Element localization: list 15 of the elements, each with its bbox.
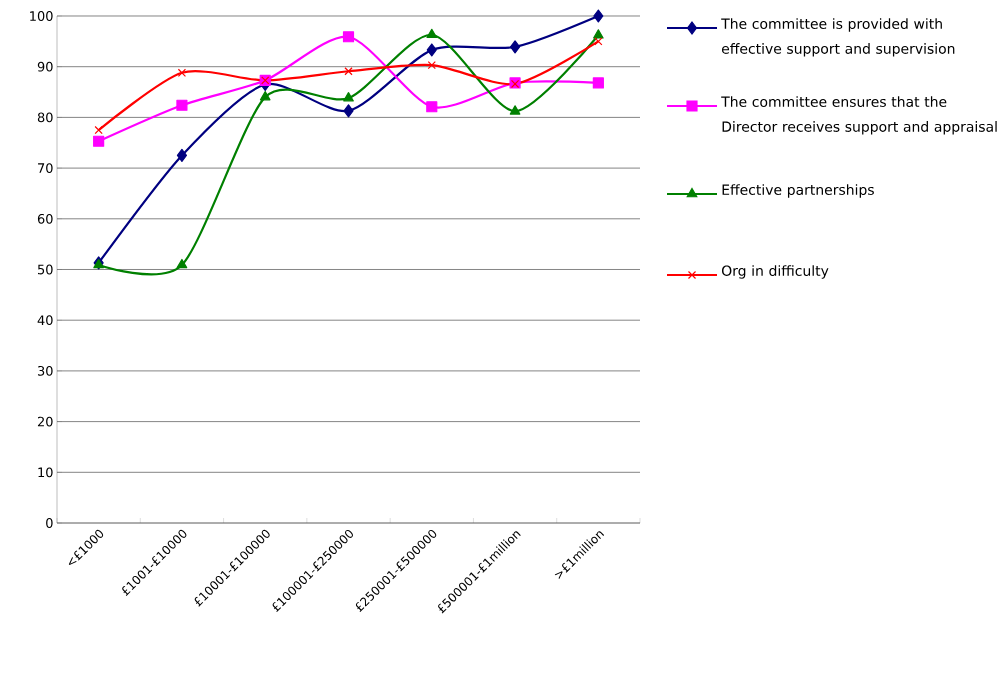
legend-label: Org in difficulty <box>721 265 829 279</box>
y-tick-label: 100 <box>30 11 53 21</box>
y-tick-label: 0 <box>46 518 53 528</box>
legend-label: The committee is provided with effective support and supervision <box>721 18 955 57</box>
y-tick-label: 20 <box>37 416 53 427</box>
y-tick-label: 60 <box>37 213 53 224</box>
y-tick-label: 80 <box>37 112 53 123</box>
y-tick-label: 70 <box>38 163 53 173</box>
y-tick-label: 90 <box>37 61 53 72</box>
legend-label: The committee ensures that the Director receives support and appraisal <box>721 96 997 135</box>
y-tick-label: 30 <box>37 366 53 376</box>
y-tick-label: 10 <box>38 467 53 478</box>
y-tick-label: 40 <box>37 315 53 326</box>
legend-label: Effective partnerships <box>722 184 874 198</box>
y-tick-label: 50 <box>38 264 53 275</box>
